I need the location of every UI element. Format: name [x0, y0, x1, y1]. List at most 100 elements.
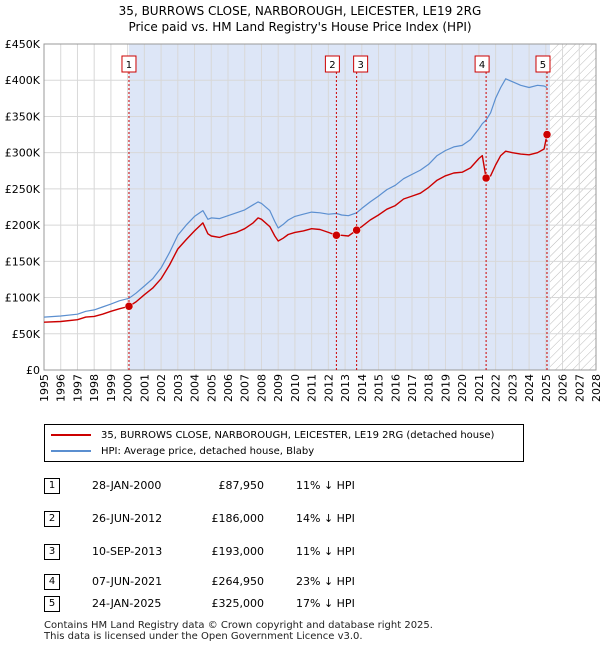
sale-date: 24-JAN-2025: [92, 597, 162, 610]
y-tick-label: £150K: [5, 255, 41, 268]
sale-hpi-diff: 11% ↓ HPI: [296, 479, 355, 492]
x-tick-label: 1997: [71, 374, 84, 402]
x-tick-label: 1998: [88, 374, 101, 402]
x-tick-label: 2014: [356, 374, 369, 402]
sale-point: [332, 231, 341, 240]
x-tick-label: 2016: [389, 374, 402, 402]
sale-price: £87,950: [218, 479, 265, 492]
x-tick-label: 2003: [172, 374, 185, 402]
x-tick-label: 2019: [439, 374, 452, 402]
x-tick-label: 2006: [222, 374, 235, 402]
sale-hpi-diff: 17% ↓ HPI: [296, 597, 355, 610]
x-tick-label: 2028: [590, 374, 600, 402]
y-tick-label: £400K: [5, 74, 41, 87]
x-tick-label: 2012: [322, 374, 335, 402]
sale-number-badge: 5: [44, 596, 60, 612]
sale-row: 2 26-JUN-2012 £186,000 14% ↓ HPI: [44, 511, 564, 527]
sale-marker-box: [353, 55, 369, 73]
sale-marker-label: 5: [540, 60, 546, 71]
chart-title-line2: Price paid vs. HM Land Registry's House …: [128, 20, 472, 34]
y-tick-label: £100K: [5, 292, 41, 305]
price-chart: £0 £50K £100K £150K £200K £250K £300K £350K £400…: [5, 38, 600, 402]
sale-hpi-diff: 23% ↓ HPI: [296, 575, 355, 588]
y-tick-label: £300K: [5, 147, 41, 160]
sale-price: £186,000: [211, 512, 265, 525]
footer: Contains HM Land Registry data © Crown c…: [44, 620, 433, 642]
sale-date: 26-JUN-2012: [92, 512, 163, 525]
sale-row: 5 24-JAN-2025 £325,000 17% ↓ HPI: [44, 596, 564, 612]
x-tick-label: 2020: [456, 374, 469, 402]
x-tick-label: 2027: [573, 374, 586, 402]
sale-marker-label: 3: [357, 60, 363, 71]
x-tick-label: 2013: [339, 374, 352, 402]
sale-row: 1 28-JAN-2000 £87,950 11% ↓ HPI: [44, 478, 564, 494]
x-tick-label: 2017: [406, 374, 419, 402]
sale-marker-label: 4: [479, 60, 485, 71]
sale-date: 07-JUN-2021: [92, 575, 163, 588]
x-tick-label: 2018: [423, 374, 436, 402]
property-price-line: [44, 134, 548, 323]
legend: 35, BURROWS CLOSE, NARBOROUGH, LEICESTER…: [44, 424, 524, 462]
sale-marker-box: [535, 55, 551, 73]
x-tick-label: 2011: [306, 374, 319, 402]
y-tick-label: £450K: [5, 38, 41, 51]
sale-row: 3 10-SEP-2013 £193,000 11% ↓ HPI: [44, 544, 564, 560]
x-tick-label: 2026: [557, 374, 570, 402]
footer-license: This data is licensed under the Open Gov…: [44, 631, 363, 642]
sale-marker-box: [474, 55, 490, 73]
future-hatch: [550, 44, 596, 370]
footer-copyright: Contains HM Land Registry data © Crown c…: [44, 620, 433, 631]
x-tick-label: 2005: [205, 374, 218, 402]
hpi-line: [44, 78, 548, 318]
chart-title: 35, BURROWS CLOSE, NARBOROUGH, LEICESTER…: [0, 3, 600, 35]
sale-number-badge: 1: [44, 478, 60, 494]
x-tick-label: 1999: [105, 374, 118, 402]
legend-item-property: 35, BURROWS CLOSE, NARBOROUGH, LEICESTER…: [51, 429, 494, 443]
sale-hpi-diff: 14% ↓ HPI: [296, 512, 355, 525]
legend-label-hpi: HPI: Average price, detached house, Blab…: [101, 446, 315, 457]
x-tick-label: 2009: [272, 374, 285, 402]
x-tick-label: 1995: [38, 374, 51, 402]
x-tick-label: 2023: [506, 374, 519, 402]
sale-marker-label: 2: [329, 60, 335, 71]
sale-point: [124, 302, 134, 311]
x-tick-label: 2015: [373, 374, 386, 402]
x-tick-label: 2008: [255, 374, 268, 402]
sale-point: [481, 173, 491, 183]
legend-label-property: 35, BURROWS CLOSE, NARBOROUGH, LEICESTER…: [101, 430, 495, 441]
sale-marker-label: 1: [126, 60, 132, 71]
chart-title-line1: 35, BURROWS CLOSE, NARBOROUGH, LEICESTER…: [118, 4, 482, 18]
plot-frame: [43, 43, 597, 371]
x-tick-label: 2004: [189, 374, 202, 402]
sale-price: £193,000: [211, 545, 265, 558]
y-tick-label: £200K: [5, 219, 41, 232]
x-tick-label: 2022: [490, 374, 503, 402]
ownership-shade: [128, 44, 550, 370]
x-tick-label: 2010: [289, 374, 302, 402]
x-tick-label: 2007: [239, 374, 252, 402]
legend-swatch-property: [51, 434, 91, 436]
sale-marker-box: [121, 55, 137, 73]
sale-number-badge: 2: [44, 511, 60, 527]
x-tick-label: 2024: [523, 374, 536, 402]
y-tick-label: £250K: [5, 183, 41, 196]
sale-hpi-diff: 11% ↓ HPI: [296, 545, 355, 558]
legend-item-hpi: HPI: Average price, detached house, Blab…: [51, 445, 314, 459]
x-tick-label: 2002: [155, 374, 168, 402]
sale-price: £264,950: [211, 575, 265, 588]
sale-point: [542, 130, 552, 139]
sale-date: 10-SEP-2013: [92, 545, 163, 558]
legend-swatch-hpi: [51, 450, 91, 452]
x-tick-label: 2021: [473, 374, 486, 402]
x-tick-label: 1996: [55, 374, 68, 402]
sale-row: 4 07-JUN-2021 £264,950 23% ↓ HPI: [44, 574, 564, 590]
x-tick-label: 2025: [540, 374, 553, 402]
x-tick-label: 2001: [138, 374, 151, 402]
sale-price: £325,000: [211, 597, 265, 610]
sale-marker-box: [324, 55, 340, 73]
sale-number-badge: 4: [44, 574, 60, 590]
y-tick-label: £0: [26, 364, 40, 377]
sale-date: 28-JAN-2000: [92, 479, 162, 492]
sale-point: [352, 225, 361, 235]
y-tick-label: £50K: [12, 328, 41, 341]
